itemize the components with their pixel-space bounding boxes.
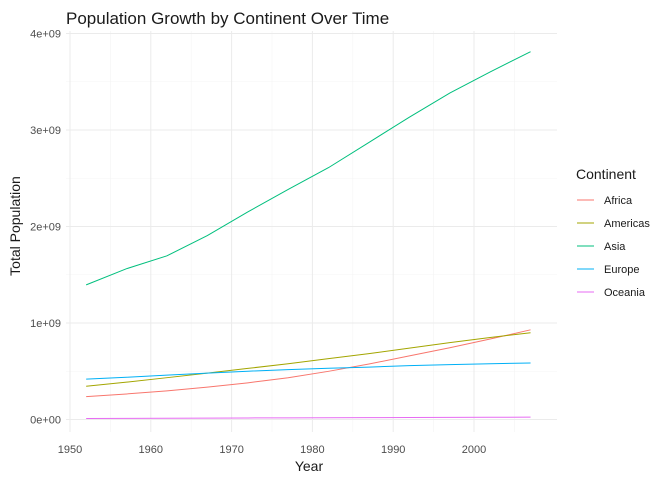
series-line-asia xyxy=(85,51,531,286)
y-tick-label: 1e+09 xyxy=(30,318,61,330)
grid xyxy=(66,31,557,432)
series-lines xyxy=(85,51,531,419)
legend-label-africa: Africa xyxy=(604,195,633,207)
y-tick-label: 2e+09 xyxy=(30,222,61,234)
series-line-europe xyxy=(86,362,531,380)
chart-title: Population Growth by Continent Over Time xyxy=(66,9,389,28)
series-line-oceania xyxy=(86,416,531,419)
legend: Continent Africa Americas Asia Europe Oceani… xyxy=(576,166,650,299)
series-line-africa xyxy=(86,329,531,398)
x-tick-label: 1980 xyxy=(300,444,324,456)
x-axis-title: Year xyxy=(295,458,324,474)
x-tick-labels: 1950 1960 1970 1980 1990 2000 xyxy=(58,444,486,456)
x-tick-label: 1950 xyxy=(58,444,82,456)
legend-title: Continent xyxy=(576,166,636,182)
x-tick-label: 1970 xyxy=(219,444,243,456)
legend-label-americas: Americas xyxy=(604,218,650,230)
y-tick-label: 4e+09 xyxy=(30,29,61,41)
x-tick-label: 1990 xyxy=(381,444,405,456)
legend-label-asia: Asia xyxy=(604,241,626,253)
y-axis-title: Total Population xyxy=(7,176,23,276)
legend-label-oceania: Oceania xyxy=(604,287,646,299)
x-tick-label: 1960 xyxy=(139,444,163,456)
legend-label-europe: Europe xyxy=(604,264,639,276)
y-tick-label: 0e+00 xyxy=(30,415,61,427)
series-line-americas xyxy=(86,332,531,387)
y-tick-labels: 0e+00 1e+09 2e+09 3e+09 4e+09 xyxy=(30,29,61,427)
x-tick-label: 2000 xyxy=(462,444,486,456)
y-tick-label: 3e+09 xyxy=(30,125,61,137)
